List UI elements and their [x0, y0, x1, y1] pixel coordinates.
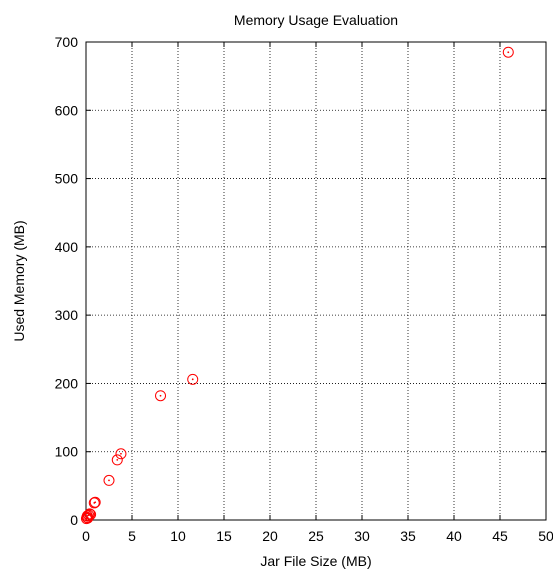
point-marker-dot: [120, 452, 122, 455]
point-marker-dot: [507, 51, 510, 54]
x-tick-label: 0: [82, 528, 90, 544]
point-marker-ring: [103, 474, 115, 486]
x-tick-label: 25: [308, 528, 324, 544]
y-tick-label: 100: [55, 444, 79, 460]
chart-title: Memory Usage Evaluation: [234, 12, 398, 28]
x-tick-label: 15: [216, 528, 232, 544]
y-tick-label: 600: [55, 102, 79, 118]
point-marker-ring: [115, 448, 127, 460]
x-tick-label: 5: [128, 528, 136, 544]
point-marker-ring: [89, 496, 101, 508]
y-tick-label: 700: [55, 34, 79, 50]
x-tick-label: 35: [400, 528, 416, 544]
data-point: [115, 448, 127, 460]
point-marker-ring: [88, 497, 100, 509]
x-tick-label: 20: [262, 528, 278, 544]
y-tick-label: 500: [55, 171, 79, 187]
y-tick-label: 200: [55, 375, 79, 391]
data-point: [111, 454, 123, 466]
y-tick-label: 0: [70, 512, 78, 528]
point-marker-ring: [187, 373, 199, 385]
data-point: [103, 474, 115, 486]
x-tick-label: 45: [492, 528, 508, 544]
point-marker-dot: [191, 378, 194, 381]
point-marker-ring: [502, 46, 514, 58]
data-point: [89, 496, 101, 508]
x-tick-label: 10: [170, 528, 186, 544]
x-tick-label: 50: [538, 528, 553, 544]
data-point: [502, 46, 514, 58]
y-axis-label: Used Memory (MB): [11, 220, 27, 341]
point-marker-dot: [89, 513, 92, 516]
y-tick-labels: 0 100 200 300 400 500 600 700: [55, 34, 79, 528]
x-tick-label: 40: [446, 528, 462, 544]
point-marker-dot: [94, 501, 97, 504]
point-marker-dot: [159, 394, 162, 397]
x-tick-labels: 0 5 10 15 20 25 30 35 40 45 50: [82, 528, 553, 544]
y-tick-label: 300: [55, 307, 79, 323]
x-axis-label: Jar File Size (MB): [260, 553, 371, 569]
point-marker-dot: [87, 514, 90, 517]
data-point: [187, 373, 199, 385]
point-marker-ring: [111, 454, 123, 466]
x-tick-label: 30: [354, 528, 370, 544]
point-marker-dot: [86, 515, 89, 517]
data-point: [155, 390, 167, 402]
point-marker-ring: [85, 509, 97, 521]
data-point: [85, 509, 97, 521]
data-points: [80, 46, 514, 525]
point-marker-dot: [116, 459, 119, 461]
axis-ticks: [85, 41, 547, 521]
point-marker-ring: [155, 390, 167, 402]
point-marker-dot: [108, 479, 110, 482]
y-tick-label: 400: [55, 239, 79, 255]
point-marker-ring: [84, 508, 96, 520]
